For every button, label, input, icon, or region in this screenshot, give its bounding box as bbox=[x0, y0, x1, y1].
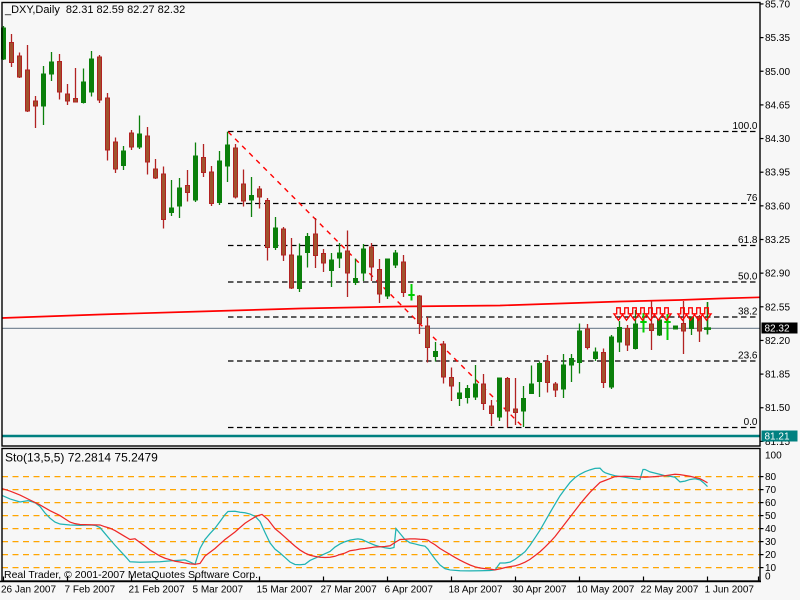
svg-text:10 May 2007: 10 May 2007 bbox=[577, 585, 635, 596]
svg-text:100: 100 bbox=[765, 451, 782, 462]
svg-text:20: 20 bbox=[765, 550, 777, 561]
svg-text:85.70: 85.70 bbox=[765, 0, 790, 10]
svg-text:6 Apr 2007: 6 Apr 2007 bbox=[385, 585, 434, 596]
svg-text:21 Feb 2007: 21 Feb 2007 bbox=[129, 585, 186, 596]
svg-text:23.6: 23.6 bbox=[738, 351, 758, 362]
svg-text:61.8: 61.8 bbox=[738, 235, 758, 246]
svg-text:82.32: 82.32 bbox=[765, 324, 790, 335]
svg-text:0.0: 0.0 bbox=[744, 417, 758, 428]
svg-text:40: 40 bbox=[765, 524, 777, 535]
svg-text:Real Trader, © 2001-2007 MetaQ: Real Trader, © 2001-2007 MetaQuotes Soft… bbox=[4, 569, 258, 581]
svg-text:81.85: 81.85 bbox=[765, 370, 790, 381]
svg-text:81.15: 81.15 bbox=[765, 437, 790, 448]
svg-text:5 Mar 2007: 5 Mar 2007 bbox=[193, 585, 244, 596]
svg-text:30 Apr 2007: 30 Apr 2007 bbox=[513, 585, 567, 596]
svg-text:84.65: 84.65 bbox=[765, 100, 790, 111]
svg-text:76: 76 bbox=[746, 193, 758, 204]
svg-text:70: 70 bbox=[765, 485, 777, 496]
svg-text:15 Mar 2007: 15 Mar 2007 bbox=[257, 585, 314, 596]
svg-text:50.0: 50.0 bbox=[738, 272, 758, 283]
svg-text:83.25: 83.25 bbox=[765, 235, 790, 246]
svg-text:27 Mar 2007: 27 Mar 2007 bbox=[321, 585, 378, 596]
svg-text:18 Apr 2007: 18 Apr 2007 bbox=[449, 585, 503, 596]
svg-text:85.35: 85.35 bbox=[765, 33, 790, 44]
svg-text:100.0: 100.0 bbox=[732, 121, 757, 132]
svg-text:50: 50 bbox=[765, 511, 777, 522]
svg-text:30: 30 bbox=[765, 537, 777, 548]
svg-text:81.50: 81.50 bbox=[765, 403, 790, 414]
svg-text:Sto(13,5,5) 72.2814 75.2479: Sto(13,5,5) 72.2814 75.2479 bbox=[5, 451, 158, 465]
svg-text:83.95: 83.95 bbox=[765, 168, 790, 179]
svg-text:85.00: 85.00 bbox=[765, 67, 790, 78]
svg-text:81.21: 81.21 bbox=[765, 432, 790, 443]
svg-text:83.60: 83.60 bbox=[765, 201, 790, 212]
svg-text:_DXY,Daily 82.31 82.59 82.27: _DXY,Daily 82.31 82.59 82.27 82.32 bbox=[4, 4, 185, 16]
svg-text:0: 0 bbox=[765, 572, 771, 583]
svg-text:22 May 2007: 22 May 2007 bbox=[641, 585, 699, 596]
svg-text:82.20: 82.20 bbox=[765, 336, 790, 347]
svg-text:7 Feb 2007: 7 Feb 2007 bbox=[65, 585, 116, 596]
svg-text:38.2: 38.2 bbox=[738, 307, 758, 318]
svg-text:1 Jun 2007: 1 Jun 2007 bbox=[705, 585, 755, 596]
svg-text:26 Jan 2007: 26 Jan 2007 bbox=[1, 585, 56, 596]
svg-text:60: 60 bbox=[765, 498, 777, 509]
svg-text:80: 80 bbox=[765, 472, 777, 483]
svg-text:82.55: 82.55 bbox=[765, 302, 790, 313]
svg-text:10: 10 bbox=[765, 563, 777, 574]
svg-text:84.30: 84.30 bbox=[765, 134, 790, 145]
svg-text:82.90: 82.90 bbox=[765, 269, 790, 280]
